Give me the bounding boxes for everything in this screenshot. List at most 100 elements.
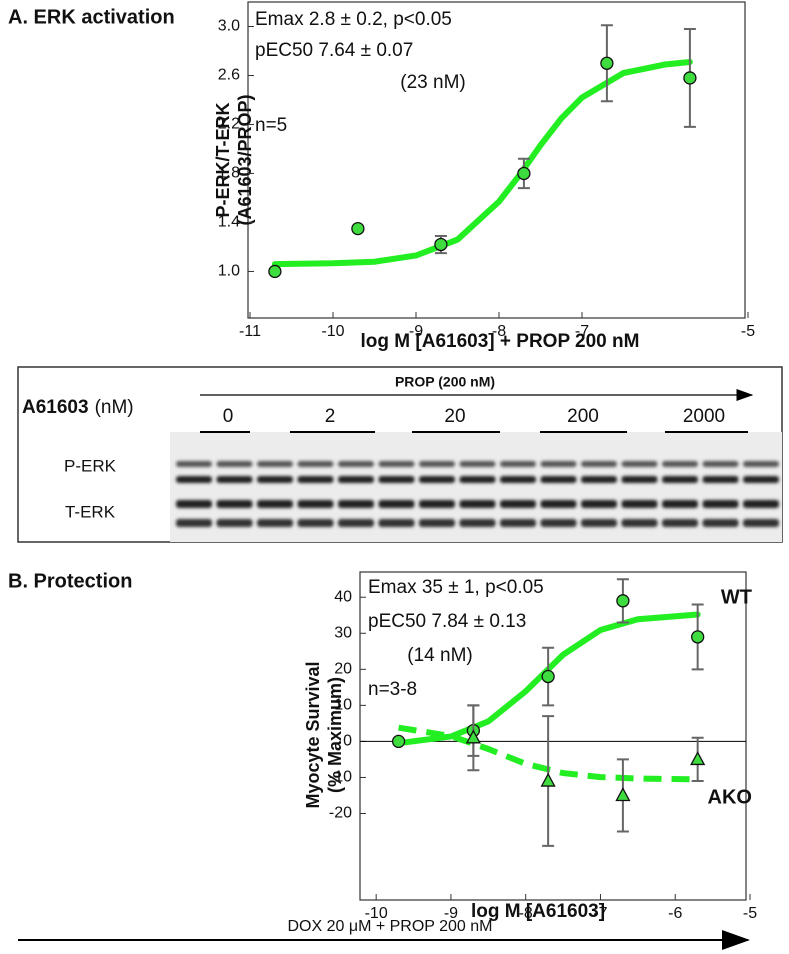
point bbox=[434, 237, 448, 252]
blot-band bbox=[500, 461, 536, 467]
blot-band bbox=[621, 461, 658, 467]
y-tick-label: 3.0 bbox=[218, 18, 240, 35]
point bbox=[616, 594, 630, 608]
y-tick-label: 40 bbox=[334, 588, 352, 605]
blot-dose: 200 bbox=[567, 406, 599, 427]
blot-band bbox=[378, 500, 415, 508]
blot-band bbox=[581, 519, 617, 527]
fit-curve bbox=[398, 724, 698, 783]
legend-label: WT bbox=[721, 586, 752, 608]
x-tick-label: -9 bbox=[409, 323, 423, 340]
point bbox=[600, 56, 614, 70]
blot-band bbox=[500, 476, 536, 483]
blot-band bbox=[176, 461, 212, 467]
blot-band bbox=[621, 519, 658, 527]
x-axis-label: log M [A61603] bbox=[471, 901, 605, 922]
x-tick-label: -7 bbox=[575, 323, 589, 340]
blot-band bbox=[297, 476, 334, 483]
blot-band bbox=[621, 500, 658, 508]
blot-band bbox=[297, 500, 334, 508]
blot-treatment: PROP (200 nM) bbox=[395, 374, 495, 390]
y-tick-label: 20 bbox=[334, 661, 352, 678]
y-tick-label: 0 bbox=[343, 733, 352, 750]
y-tick-label: -20 bbox=[329, 805, 352, 822]
x-tick-label: -7 bbox=[593, 905, 607, 922]
x-tick-label: -11 bbox=[239, 323, 261, 340]
blot-band bbox=[338, 476, 374, 483]
y-tick-label: 2.6 bbox=[218, 67, 240, 84]
blot-band bbox=[459, 476, 496, 483]
blot-band bbox=[338, 500, 374, 508]
blot-band bbox=[702, 461, 739, 467]
blot-band bbox=[459, 461, 496, 467]
blot-band bbox=[459, 519, 496, 527]
blot-band bbox=[419, 461, 455, 467]
plot-frame bbox=[247, 1, 746, 319]
blot-band bbox=[176, 519, 212, 527]
x-tick-label: -6 bbox=[668, 905, 682, 922]
point bbox=[615, 787, 631, 802]
blot-row-label: T-ERK bbox=[65, 502, 116, 521]
blot-band bbox=[257, 519, 293, 527]
blot-band bbox=[257, 476, 293, 483]
blot-band bbox=[662, 519, 698, 527]
blot-band bbox=[702, 500, 739, 508]
blot-dose: 20 bbox=[444, 406, 465, 427]
annotation: Emax 2.8 ± 0.2, p<0.05 bbox=[255, 9, 452, 30]
annotation: n=5 bbox=[255, 115, 287, 136]
blot-band bbox=[216, 500, 253, 508]
blot-band bbox=[459, 500, 496, 508]
blot-drug-label: A61603 (nM) bbox=[22, 397, 134, 418]
x-tick-label: -10 bbox=[365, 905, 388, 922]
x-tick-label: -9 bbox=[444, 905, 458, 922]
blot-band bbox=[338, 461, 374, 467]
blot-band bbox=[297, 461, 334, 467]
y-axis-label: P-ERK/T-ERK bbox=[213, 102, 233, 217]
blot-band bbox=[581, 476, 617, 483]
blot-dose: 2 bbox=[325, 406, 336, 427]
blot-band bbox=[338, 519, 374, 527]
blot-band bbox=[540, 500, 577, 508]
annotation: (14 nM) bbox=[407, 645, 472, 666]
y-axis-label: Myocyte Survival bbox=[303, 661, 323, 808]
point bbox=[691, 630, 705, 644]
blot-band bbox=[176, 476, 212, 483]
blot-band bbox=[581, 500, 617, 508]
blot-dose: 0 bbox=[223, 406, 234, 427]
point bbox=[541, 669, 555, 684]
blot-band bbox=[419, 500, 455, 508]
y-tick-label: -10 bbox=[329, 769, 352, 786]
point bbox=[540, 772, 556, 787]
footnote: DOX 20 μM + PROP 200 nM bbox=[287, 918, 492, 935]
y-tick-label: 30 bbox=[334, 624, 352, 641]
x-tick-label: -5 bbox=[741, 323, 755, 340]
fit-curve bbox=[271, 59, 693, 268]
blot-band bbox=[500, 500, 536, 508]
blot-band bbox=[216, 461, 253, 467]
blot-band bbox=[419, 476, 455, 483]
point bbox=[517, 166, 531, 181]
point bbox=[391, 734, 406, 749]
y-tick-label: 2.2 bbox=[218, 116, 240, 133]
blot-band bbox=[378, 476, 415, 483]
blot-row-label: P-ERK bbox=[64, 456, 117, 475]
x-tick-label: -8 bbox=[492, 323, 506, 340]
x-tick-label: -10 bbox=[321, 323, 344, 340]
blot-band bbox=[176, 500, 212, 508]
x-tick-label: -8 bbox=[519, 905, 533, 922]
blot-band bbox=[581, 461, 617, 467]
blot-band bbox=[378, 461, 415, 467]
y-tick-label: 1.4 bbox=[218, 214, 240, 231]
annotation: pEC50 7.64 ± 0.07 bbox=[255, 40, 413, 61]
blot-band bbox=[540, 519, 577, 527]
blot-band bbox=[419, 519, 455, 527]
blot-band bbox=[257, 461, 293, 467]
point bbox=[268, 264, 282, 279]
chart-title: A. ERK activation bbox=[8, 6, 175, 28]
annotation: Emax 35 ± 1, p<0.05 bbox=[368, 577, 544, 598]
y-axis-label: (% Maximum) bbox=[325, 677, 345, 793]
blot-band bbox=[743, 476, 779, 483]
blot-band bbox=[500, 519, 536, 527]
plot-frame bbox=[359, 571, 747, 901]
